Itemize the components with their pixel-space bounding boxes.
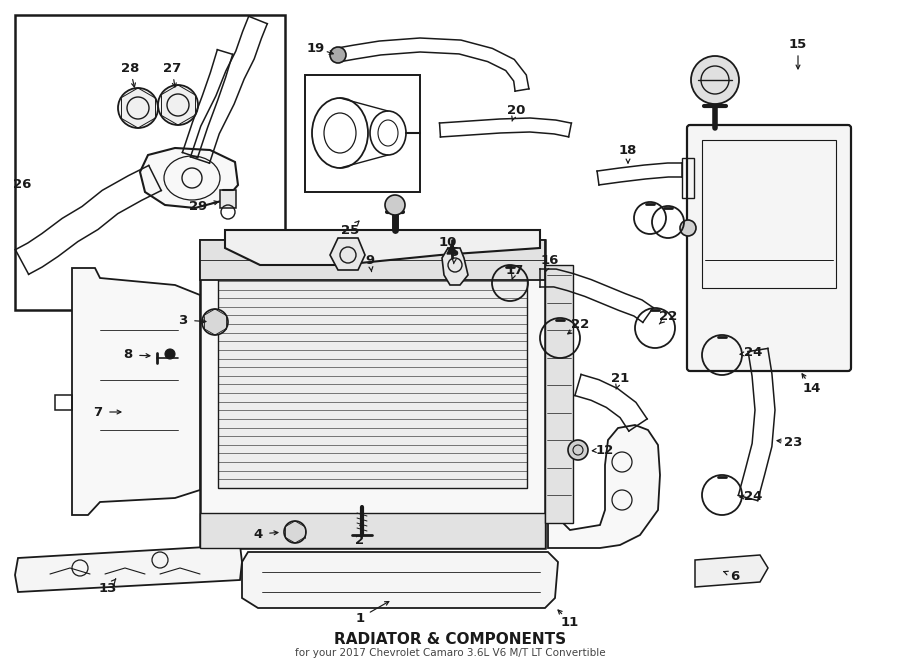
FancyBboxPatch shape bbox=[687, 125, 851, 371]
Text: 16: 16 bbox=[541, 254, 559, 266]
Circle shape bbox=[158, 85, 198, 125]
Polygon shape bbox=[442, 248, 468, 285]
Text: 4: 4 bbox=[254, 527, 263, 541]
Circle shape bbox=[680, 220, 696, 236]
Text: RADIATOR & COMPONENTS: RADIATOR & COMPONENTS bbox=[334, 631, 566, 646]
Text: 3: 3 bbox=[178, 313, 187, 327]
FancyBboxPatch shape bbox=[545, 265, 573, 523]
Text: 11: 11 bbox=[561, 615, 579, 629]
FancyBboxPatch shape bbox=[218, 255, 527, 488]
Circle shape bbox=[284, 521, 306, 543]
Text: 29: 29 bbox=[189, 200, 207, 214]
Text: 22: 22 bbox=[659, 309, 677, 323]
Text: 25: 25 bbox=[341, 223, 359, 237]
Text: 14: 14 bbox=[803, 381, 821, 395]
Polygon shape bbox=[242, 552, 558, 608]
Text: 20: 20 bbox=[507, 104, 526, 116]
Polygon shape bbox=[225, 230, 540, 265]
Text: 26: 26 bbox=[13, 178, 32, 192]
Text: 6: 6 bbox=[731, 570, 740, 582]
Text: 10: 10 bbox=[439, 237, 457, 249]
Circle shape bbox=[118, 88, 158, 128]
Polygon shape bbox=[695, 555, 768, 587]
Text: 24: 24 bbox=[743, 346, 762, 360]
Polygon shape bbox=[15, 545, 242, 592]
Text: 9: 9 bbox=[365, 254, 374, 266]
Text: 28: 28 bbox=[121, 61, 140, 75]
Text: 2: 2 bbox=[356, 533, 364, 547]
Text: 22: 22 bbox=[571, 319, 590, 332]
Text: for your 2017 Chevrolet Camaro 3.6L V6 M/T LT Convertible: for your 2017 Chevrolet Camaro 3.6L V6 M… bbox=[294, 648, 606, 658]
Text: 23: 23 bbox=[784, 436, 802, 449]
Text: 21: 21 bbox=[611, 371, 629, 385]
Polygon shape bbox=[447, 244, 457, 254]
FancyBboxPatch shape bbox=[200, 513, 545, 548]
Text: 15: 15 bbox=[789, 38, 807, 50]
Circle shape bbox=[385, 195, 405, 215]
Polygon shape bbox=[330, 238, 365, 270]
Polygon shape bbox=[220, 190, 236, 208]
Text: 8: 8 bbox=[123, 348, 132, 362]
Circle shape bbox=[165, 349, 175, 359]
Text: 17: 17 bbox=[506, 264, 524, 276]
Text: 19: 19 bbox=[307, 42, 325, 54]
FancyBboxPatch shape bbox=[200, 240, 545, 548]
Polygon shape bbox=[140, 148, 238, 208]
Text: 18: 18 bbox=[619, 143, 637, 157]
Circle shape bbox=[691, 56, 739, 104]
Polygon shape bbox=[72, 268, 200, 515]
Circle shape bbox=[568, 440, 588, 460]
Text: 1: 1 bbox=[356, 611, 364, 625]
Text: 7: 7 bbox=[94, 405, 103, 418]
Text: 24: 24 bbox=[743, 490, 762, 504]
Text: 5: 5 bbox=[450, 245, 460, 258]
Polygon shape bbox=[548, 425, 660, 548]
Text: 13: 13 bbox=[99, 582, 117, 594]
Text: 12: 12 bbox=[596, 444, 614, 457]
Circle shape bbox=[330, 47, 346, 63]
Text: 27: 27 bbox=[163, 61, 181, 75]
Circle shape bbox=[202, 309, 228, 335]
FancyBboxPatch shape bbox=[200, 240, 545, 280]
